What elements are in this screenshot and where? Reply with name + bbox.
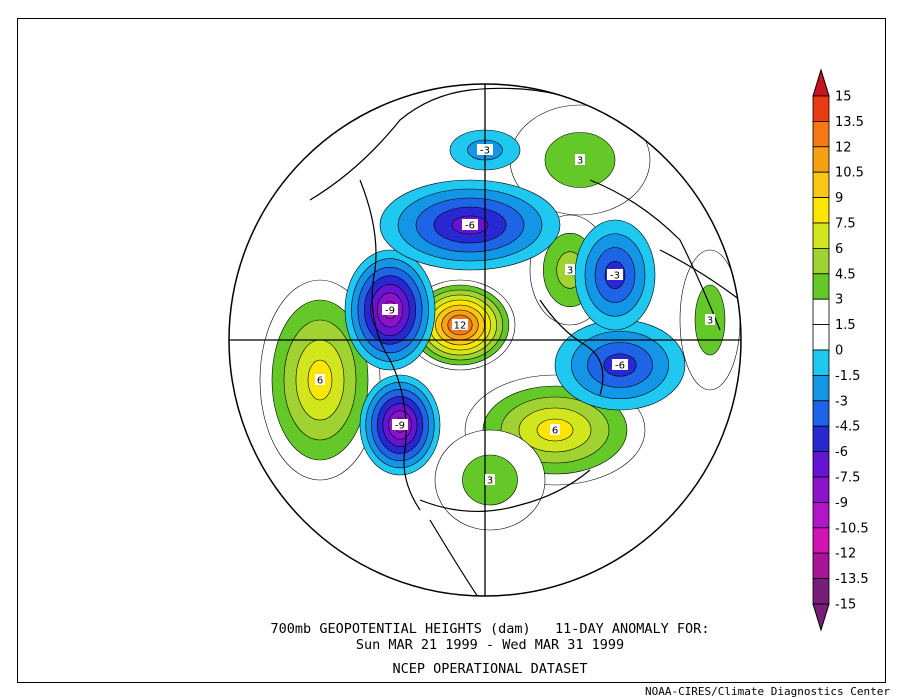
colorbar-tick-label: 15 [835,90,852,105]
coastline-greenland [539,299,604,396]
title-line-1: 700mb GEOPOTENTIAL HEIGHTS (dam) 11-DAY … [270,621,710,637]
colorbar-segment [812,374,830,402]
coastline-asia [359,179,421,511]
colorbar-tick-label: -10.5 [835,521,869,536]
colorbar-segment [812,273,830,300]
contour-label: -9 [392,419,408,432]
colorbar-tick-label: -1.5 [835,369,860,384]
colorbar-tick-label: 10.5 [835,166,864,181]
colorbar-segment [812,324,830,351]
coastline-arctic [309,87,561,201]
colorbar-segment [812,425,830,453]
colorbar-segment [812,552,830,580]
contour-labels: 12 6 6 3 3 3 3 -9 -9 -6 -6 -3 -3 [315,144,715,487]
credit-text: NOAA-CIRES/Climate Diagnostics Center [644,685,890,698]
colorbar-segment [812,95,830,122]
colorbar-segment [812,171,830,198]
contour-label: 12 [452,319,468,332]
colorbar-segment [812,121,830,148]
colorbar-tick-label: -9 [835,496,848,511]
colorbar-segment [812,247,830,275]
contour-label: -3 [607,269,623,282]
contour-label: -9 [382,304,398,317]
colorbar-tick-label: 12 [835,140,852,155]
contour-label: 3 [705,314,715,327]
contour-label: 3 [565,264,575,277]
svg-text:-3: -3 [610,271,620,282]
colorbar-tick-label: 6 [835,242,843,257]
colorbar-tick-label: 4.5 [835,267,856,282]
svg-text:3: 3 [707,316,713,327]
colorbar-tick-label: -3 [835,394,848,409]
colorbar-tick-label: -12 [835,547,856,562]
svg-text:-6: -6 [615,361,625,372]
svg-text:12: 12 [454,321,467,332]
colorbar-tick-label: 13.5 [835,115,864,130]
colorbar-segment [812,451,830,478]
contour-label: 6 [550,424,560,437]
colorbar-tick-label: -7.5 [835,471,860,486]
colorbar-bottom-arrow [812,603,830,632]
svg-text:-9: -9 [385,306,395,317]
colorbar-tick-label: -15 [835,598,856,613]
contour-label: 3 [485,474,495,487]
coastline-central-america [429,519,481,596]
svg-text:-3: -3 [480,146,490,157]
colorbar-tick-label: 9 [835,191,843,206]
colorbar-segment [812,476,830,503]
colorbar-tick-label: 1.5 [835,318,856,333]
title-line-2: Sun MAR 21 1999 - Wed MAR 31 1999 [355,637,625,653]
contour-label: 6 [315,374,325,387]
colorbar-segment [812,349,830,376]
colorbar-tick-label: -4.5 [835,420,860,435]
svg-text:3: 3 [577,156,583,167]
colorbar-tick-label: -13.5 [835,572,869,587]
colorbar-segment [812,501,830,529]
svg-text:3: 3 [567,266,573,277]
colorbar: 15 13.5 12 10.5 9 7.5 6 4.5 3 1.5 0 -1.5 -3 -4.5 -6 -7.… [812,68,869,632]
contour-label: -6 [612,359,628,372]
colorbar-segment [812,222,830,249]
contour-label: -6 [462,219,478,232]
colorbar-segment [812,527,830,554]
continent-outlines [309,87,741,596]
plot-frame [17,18,886,683]
title-line-3: NCEP OPERATIONAL DATASET [392,661,588,677]
colorbar-tick-label: 3 [835,293,843,308]
anomaly-fields [259,104,741,531]
contour-label: -3 [477,144,493,157]
colorbar-top-arrow [812,68,830,97]
colorbar-tick-label: 7.5 [835,217,856,232]
coastline-north-america [419,469,591,513]
colorbar-segment [812,400,830,427]
svg-text:-9: -9 [395,421,405,432]
colorbar-segment [812,578,830,605]
contour-label: 3 [575,154,585,167]
svg-text:3: 3 [487,476,493,487]
colorbar-tick-label: 0 [835,344,843,359]
svg-text:6: 6 [317,376,323,387]
svg-text:6: 6 [552,426,558,437]
svg-text:-6: -6 [465,221,475,232]
colorbar-segment [812,197,830,224]
colorbar-tick-label: -6 [835,445,848,460]
colorbar-segment [812,298,830,326]
coastline-europe [589,179,721,331]
colorbar-segment [812,146,830,173]
